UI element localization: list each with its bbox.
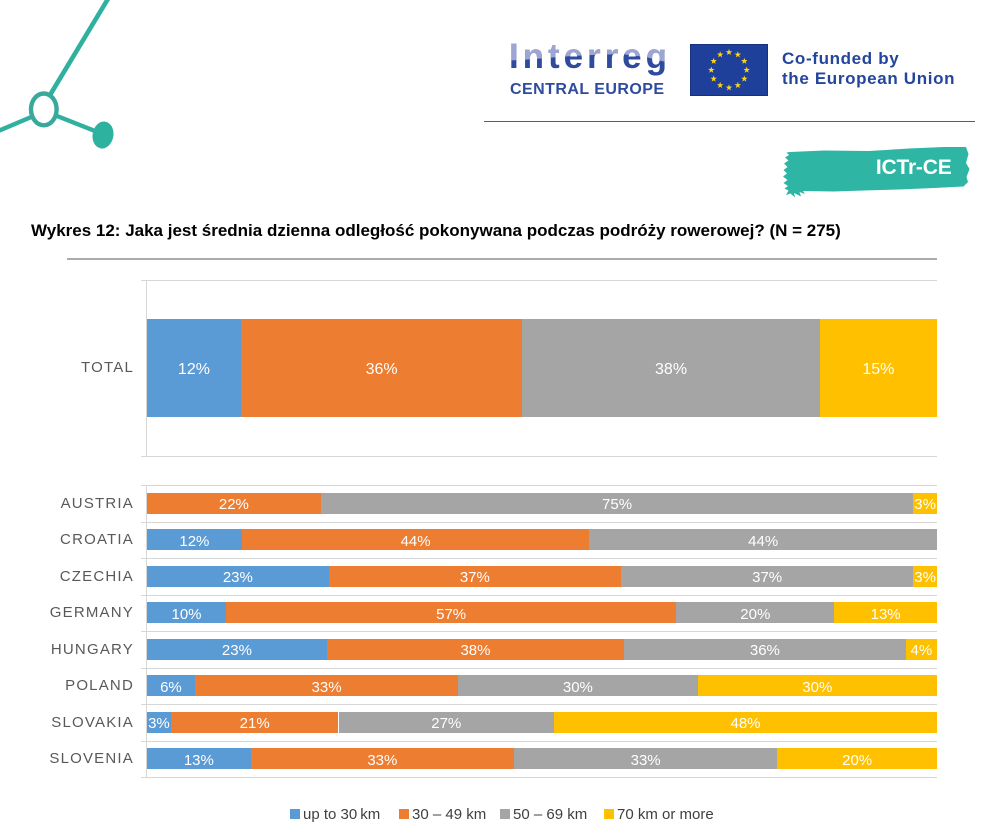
- svg-text:ICTr-CE: ICTr-CE: [876, 156, 952, 179]
